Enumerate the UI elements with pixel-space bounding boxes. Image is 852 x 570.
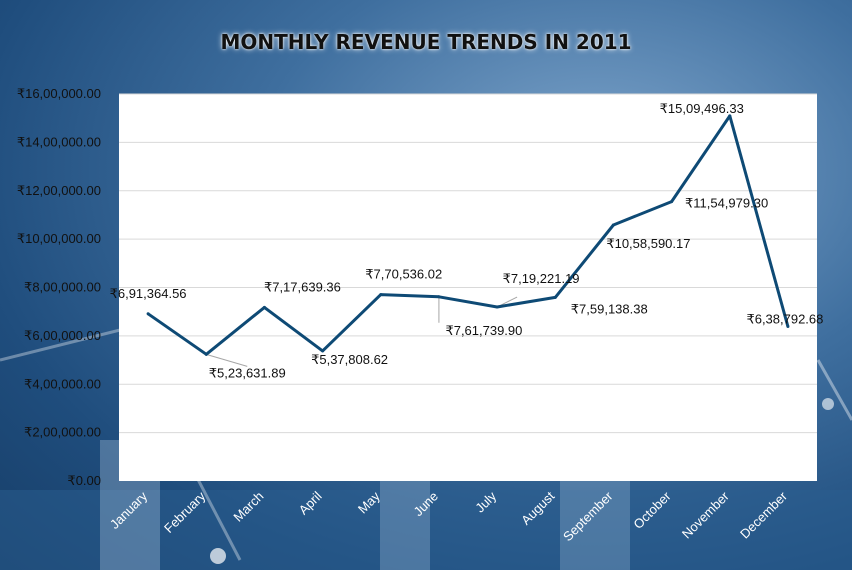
data-label: ₹6,91,364.56 bbox=[110, 286, 187, 301]
data-label: ₹7,59,138.38 bbox=[571, 301, 648, 316]
x-tick-label: September bbox=[560, 488, 616, 544]
data-point bbox=[553, 295, 557, 299]
y-tick-label: ₹0.00 bbox=[67, 473, 101, 488]
data-point bbox=[262, 305, 266, 309]
x-tick-label: February bbox=[161, 488, 209, 536]
x-tick-label: November bbox=[679, 488, 732, 541]
data-label: ₹6,38,792.68 bbox=[746, 311, 823, 326]
data-label-leader bbox=[206, 353, 248, 367]
data-label: ₹11,54,979.30 bbox=[685, 196, 768, 211]
y-tick-label: ₹4,00,000.00 bbox=[24, 376, 101, 391]
x-tick-label: April bbox=[296, 488, 325, 517]
data-point bbox=[437, 295, 441, 299]
x-tick-label: March bbox=[230, 489, 266, 525]
data-point bbox=[611, 223, 615, 227]
data-point bbox=[321, 349, 325, 353]
data-label: ₹7,19,221.19 bbox=[503, 271, 580, 286]
data-point bbox=[495, 305, 499, 309]
y-tick-label: ₹12,00,000.00 bbox=[17, 183, 101, 198]
data-point bbox=[204, 352, 208, 356]
y-tick-label: ₹8,00,000.00 bbox=[24, 280, 101, 295]
data-label: ₹10,58,590.17 bbox=[606, 236, 690, 251]
data-label: ₹15,09,496.33 bbox=[660, 101, 744, 116]
data-label: ₹7,61,739.90 bbox=[445, 323, 522, 338]
x-tick-label: May bbox=[355, 488, 383, 516]
y-tick-label: ₹2,00,000.00 bbox=[24, 425, 101, 440]
data-point bbox=[786, 324, 790, 328]
data-point bbox=[728, 114, 732, 118]
data-label: ₹5,37,808.62 bbox=[311, 352, 388, 367]
y-tick-label: ₹10,00,000.00 bbox=[17, 231, 101, 246]
y-tick-label: ₹14,00,000.00 bbox=[17, 134, 101, 149]
chart-title: MONTHLY REVENUE TRENDS IN 2011 bbox=[220, 30, 632, 54]
data-label: ₹5,23,631.89 bbox=[209, 365, 286, 380]
y-tick-label: ₹6,00,000.00 bbox=[24, 328, 101, 343]
y-tick-label: ₹16,00,000.00 bbox=[17, 86, 101, 101]
data-point bbox=[379, 293, 383, 297]
revenue-series-line bbox=[147, 114, 790, 356]
x-tick-label: January bbox=[107, 488, 151, 532]
data-point bbox=[146, 312, 150, 316]
x-tick-label: June bbox=[410, 489, 441, 520]
data-label: ₹7,17,639.36 bbox=[264, 279, 341, 294]
data-label: ₹7,70,536.02 bbox=[365, 267, 442, 282]
x-tick-label: December bbox=[737, 488, 790, 541]
x-tick-label: July bbox=[472, 488, 499, 515]
data-point bbox=[670, 200, 674, 204]
x-tick-label: August bbox=[518, 488, 557, 527]
x-tick-label: October bbox=[630, 488, 674, 532]
